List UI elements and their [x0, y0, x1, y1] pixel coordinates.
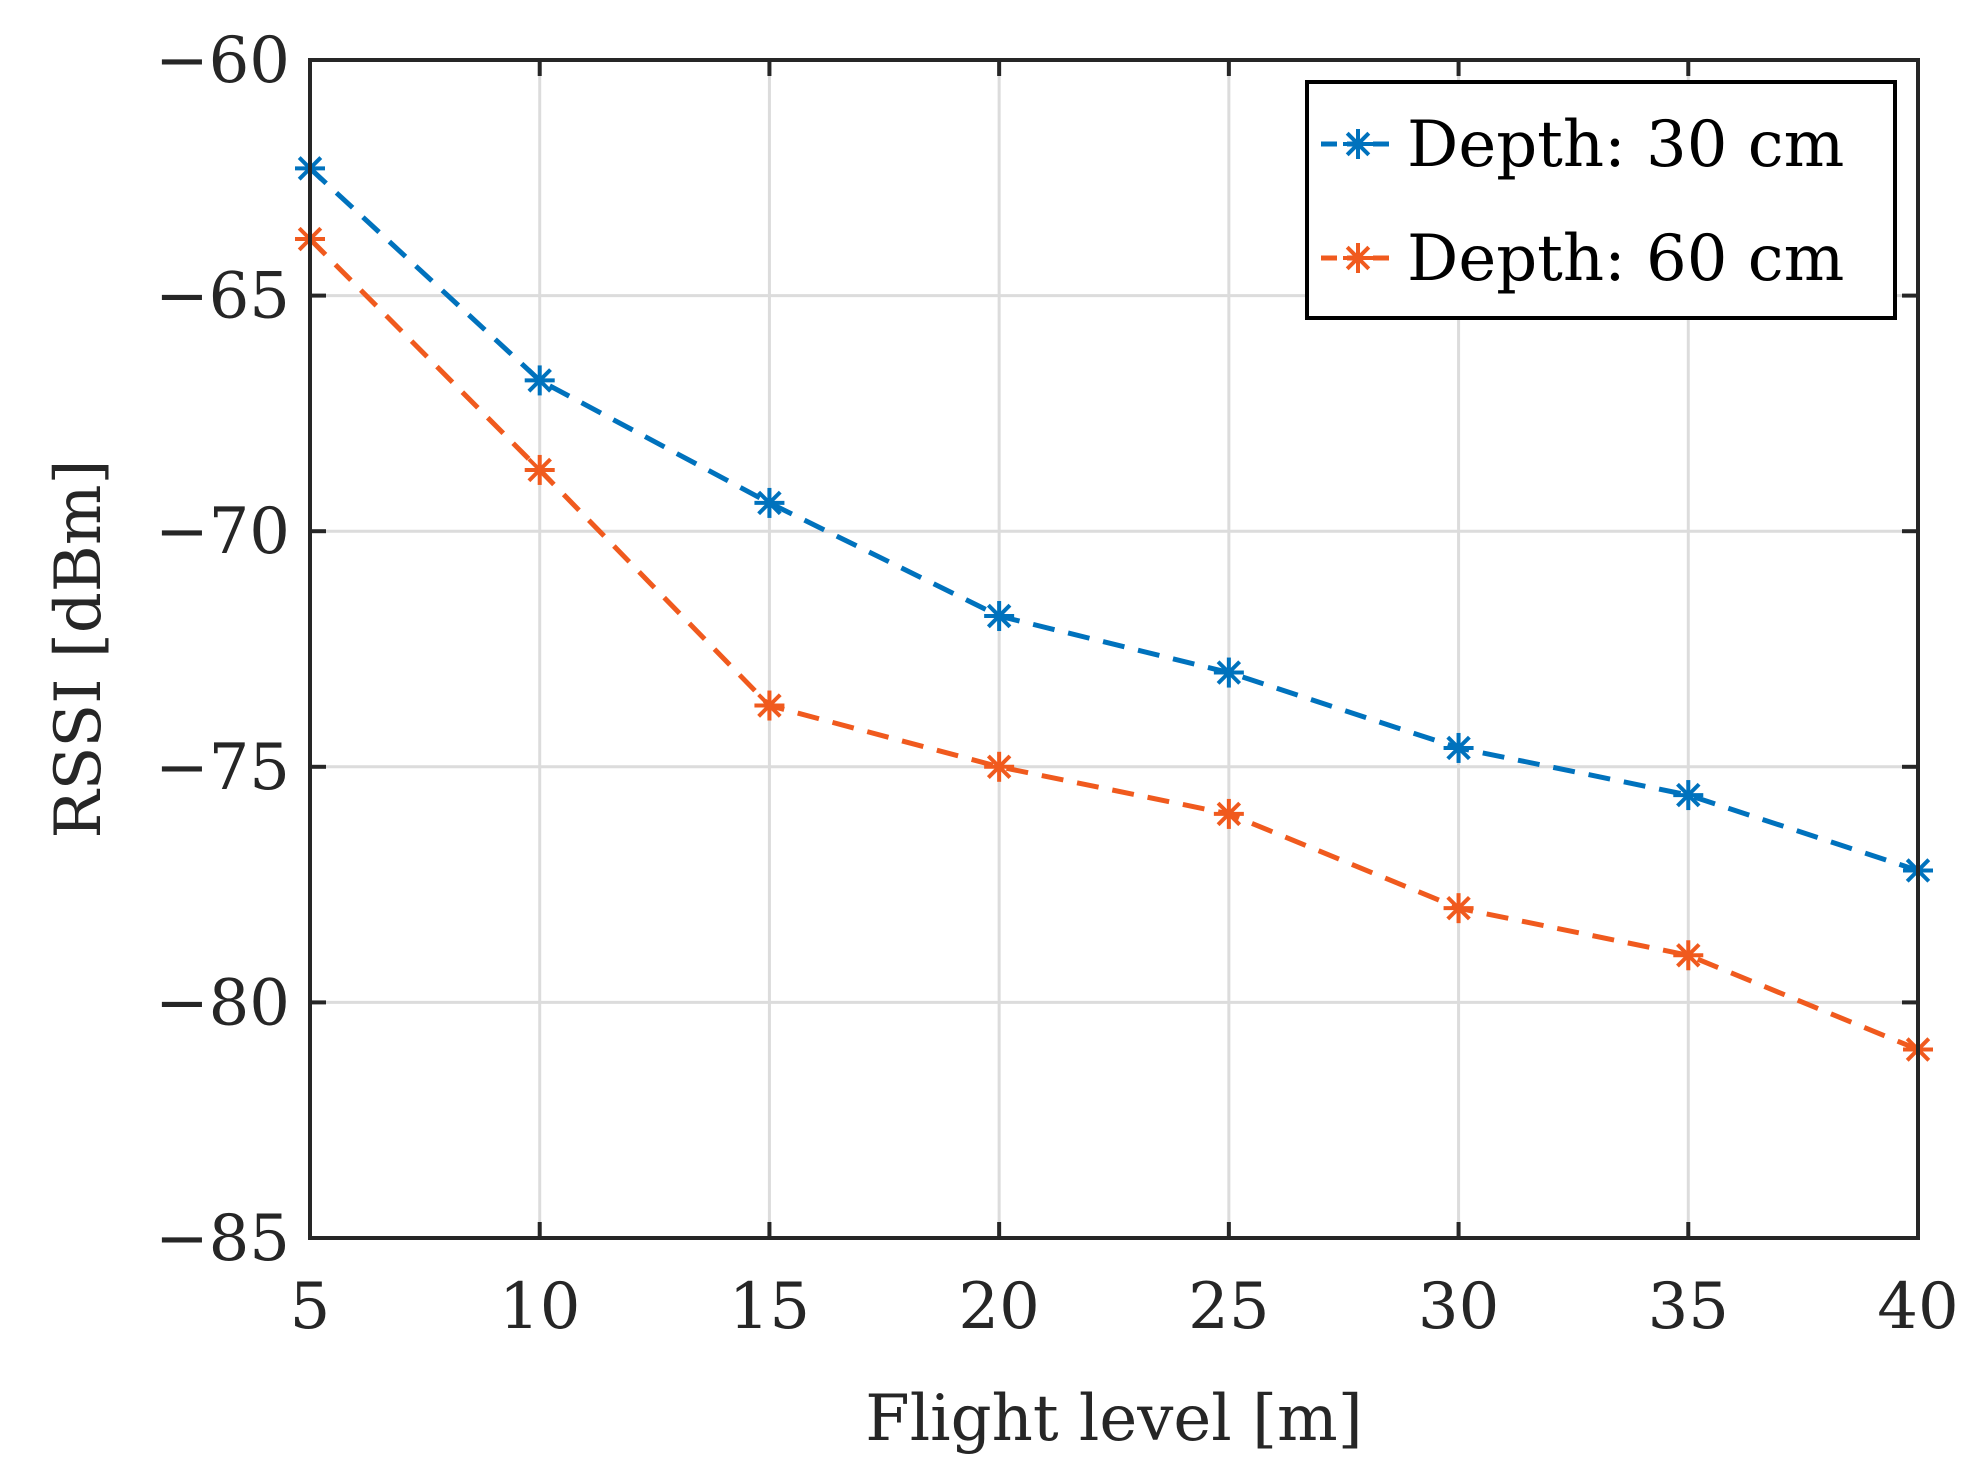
- marker-stroke: [1446, 895, 1471, 921]
- marker-stroke: [1345, 131, 1371, 157]
- x-tick-label: 35: [1648, 1270, 1729, 1344]
- data-point: [754, 690, 785, 721]
- marker-stroke: [986, 603, 1012, 629]
- legend-label: Depth: 30 cm: [1407, 108, 1844, 182]
- y-tick-label: −85: [155, 1202, 290, 1276]
- x-tick-label: 30: [1418, 1270, 1499, 1344]
- axis-ticks: [308, 58, 1920, 1240]
- legend-item-2: Depth: 60 cm: [1321, 222, 1844, 296]
- plot-frame: [308, 58, 1920, 1240]
- marker-stroke: [757, 693, 782, 718]
- x-tick-label: 25: [1188, 1270, 1269, 1344]
- marker-stroke: [1216, 801, 1242, 827]
- marker-stroke: [527, 368, 552, 393]
- data-point: [754, 487, 785, 518]
- x-axis-title: Flight level [m]: [865, 1382, 1362, 1456]
- x-tick-label: 10: [499, 1270, 580, 1344]
- series-layer: [295, 153, 1933, 1065]
- x-tick-label: 40: [1877, 1270, 1958, 1344]
- y-tick-label: −65: [155, 260, 290, 334]
- data-point: [1673, 780, 1704, 811]
- data-point: [524, 365, 555, 396]
- marker-stroke: [757, 490, 782, 516]
- data-point: [1443, 893, 1474, 924]
- data-point: [1673, 940, 1704, 971]
- marker-stroke: [1446, 735, 1471, 761]
- legend-marker: [1343, 129, 1373, 159]
- x-tick-label: 5: [290, 1270, 331, 1344]
- data-point: [1213, 657, 1244, 688]
- legend-marker: [1343, 243, 1373, 273]
- marker-stroke: [1345, 245, 1371, 271]
- y-axis-title: RSSI [dBm]: [42, 460, 116, 839]
- data-point: [1443, 732, 1474, 763]
- legend-item-1: Depth: 30 cm: [1321, 108, 1844, 182]
- marker-stroke: [986, 754, 1012, 780]
- series-line: [308, 166, 1919, 873]
- marker-stroke: [527, 457, 552, 483]
- legend-label: Depth: 60 cm: [1407, 222, 1844, 296]
- y-tick-label: −75: [155, 731, 290, 805]
- legend-box: [1305, 80, 1897, 320]
- tick-labels: 5 10 15 20 25 30 35 40 −85 −80 −75 −70 −65 −60: [155, 24, 1959, 1344]
- legend-items: Depth: 30 cm Depth: 60 cm: [1321, 108, 1844, 296]
- data-point: [1213, 798, 1244, 829]
- y-tick-label: −80: [155, 966, 290, 1040]
- marker-stroke: [1676, 782, 1701, 808]
- x-tick-label: 15: [729, 1270, 810, 1344]
- x-tick-label: 20: [958, 1270, 1039, 1344]
- data-point: [984, 751, 1015, 782]
- marker-stroke: [1676, 943, 1701, 968]
- marker-stroke: [1216, 660, 1242, 685]
- y-tick-label: −70: [155, 495, 290, 569]
- data-point: [984, 601, 1015, 632]
- legend: Depth: 30 cm Depth: 60 cm: [1305, 80, 1897, 320]
- y-tick-label: −60: [155, 24, 290, 98]
- series-line: [308, 237, 1919, 1052]
- data-point: [524, 454, 555, 485]
